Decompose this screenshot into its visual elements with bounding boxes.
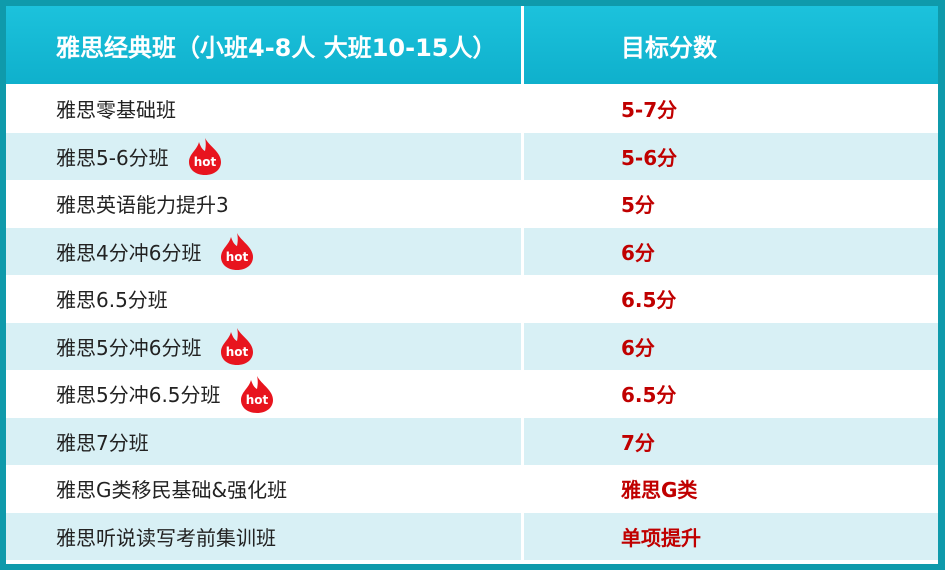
- score-cell: 雅思G类: [621, 478, 698, 502]
- course-name: 雅思G类移民基础&强化班: [56, 478, 288, 502]
- table-row: 雅思听说读写考前集训班 单项提升: [6, 512, 938, 560]
- score-cell: 5-6分: [621, 145, 678, 170]
- course-cell: 雅思G类移民基础&强化班: [56, 465, 287, 512]
- flame: [188, 138, 221, 175]
- score-cell: 7分: [621, 430, 655, 455]
- header-cell: 雅思经典班（小班4-8人 大班10-15人）: [6, 6, 521, 84]
- course-name: 雅思听说读写考前集训班: [56, 525, 276, 550]
- hot-badge: hot: [221, 233, 254, 270]
- course-name: 雅思5-6分班: [56, 145, 169, 170]
- course-name: 雅思零基础班: [56, 98, 176, 122]
- badge-text: hot: [193, 155, 216, 169]
- course-cell: 雅思听说读写考前集训班: [56, 513, 276, 560]
- score-cell: 5-7分: [621, 98, 678, 122]
- course-cell: 雅思英语能力提升3: [56, 180, 229, 227]
- table: 雅思经典班（小班4-8人 大班10-15人） 目标分数 雅思零基础班 5-7分 雅思…: [6, 6, 938, 564]
- course-cell: 雅思6.5分班: [56, 275, 168, 322]
- flame: [221, 233, 254, 270]
- hot-badge: hot: [240, 375, 273, 413]
- hot-badge: hot: [188, 138, 221, 175]
- course-name: 雅思5分冲6.5分班: [56, 383, 221, 407]
- course-name: 雅思6.5分班: [56, 288, 168, 312]
- table-row: 雅思G类移民基础&强化班 雅思G类: [6, 465, 938, 512]
- table-row: 雅思7分班 7分: [6, 417, 938, 465]
- course-cell: 雅思5分冲6.5分班 hot: [56, 370, 275, 417]
- hot-badge: hot: [221, 328, 254, 365]
- score-cell: 6分: [621, 240, 655, 265]
- table-row: 雅思英语能力提升3 5分: [6, 180, 938, 227]
- course-name: 雅思4分冲6分班: [56, 240, 202, 265]
- table-row: 雅思5分冲6分班 hot 6分: [6, 322, 938, 370]
- flame: [221, 328, 254, 365]
- table-row: 雅思6.5分班 6.5分: [6, 275, 938, 322]
- course-name: 雅思5分冲6分班: [56, 335, 202, 360]
- badge-text: hot: [245, 393, 268, 407]
- flame: [240, 375, 273, 413]
- score-cell: 6.5分: [621, 383, 677, 407]
- column-separator: [521, 6, 524, 564]
- course-cell: 雅思4分冲6分班 hot: [56, 228, 255, 275]
- score-cell: 单项提升: [621, 525, 701, 550]
- table-row: 雅思5-6分班 hot 5-6分: [6, 132, 938, 180]
- table-row: 雅思5分冲6.5分班 hot 6.5分: [6, 370, 938, 417]
- header-cell: 目标分数: [524, 6, 938, 84]
- course-name: 雅思英语能力提升3: [56, 193, 229, 217]
- course-name: 雅思7分班: [56, 430, 149, 455]
- course-cell: 雅思5-6分班 hot: [56, 133, 223, 180]
- score-cell: 5分: [621, 193, 655, 217]
- course-cell: 雅思5分冲6分班 hot: [56, 323, 255, 370]
- score-cell: 6.5分: [621, 288, 677, 312]
- table-row: 雅思4分冲6分班 hot 6分: [6, 227, 938, 275]
- course-cell: 雅思零基础班: [56, 85, 176, 132]
- score-cell: 6分: [621, 335, 655, 360]
- course-cell: 雅思7分班: [56, 418, 149, 465]
- badge-text: hot: [226, 250, 249, 264]
- table-row: 雅思零基础班 5-7分: [6, 85, 938, 132]
- badge-text: hot: [226, 345, 249, 359]
